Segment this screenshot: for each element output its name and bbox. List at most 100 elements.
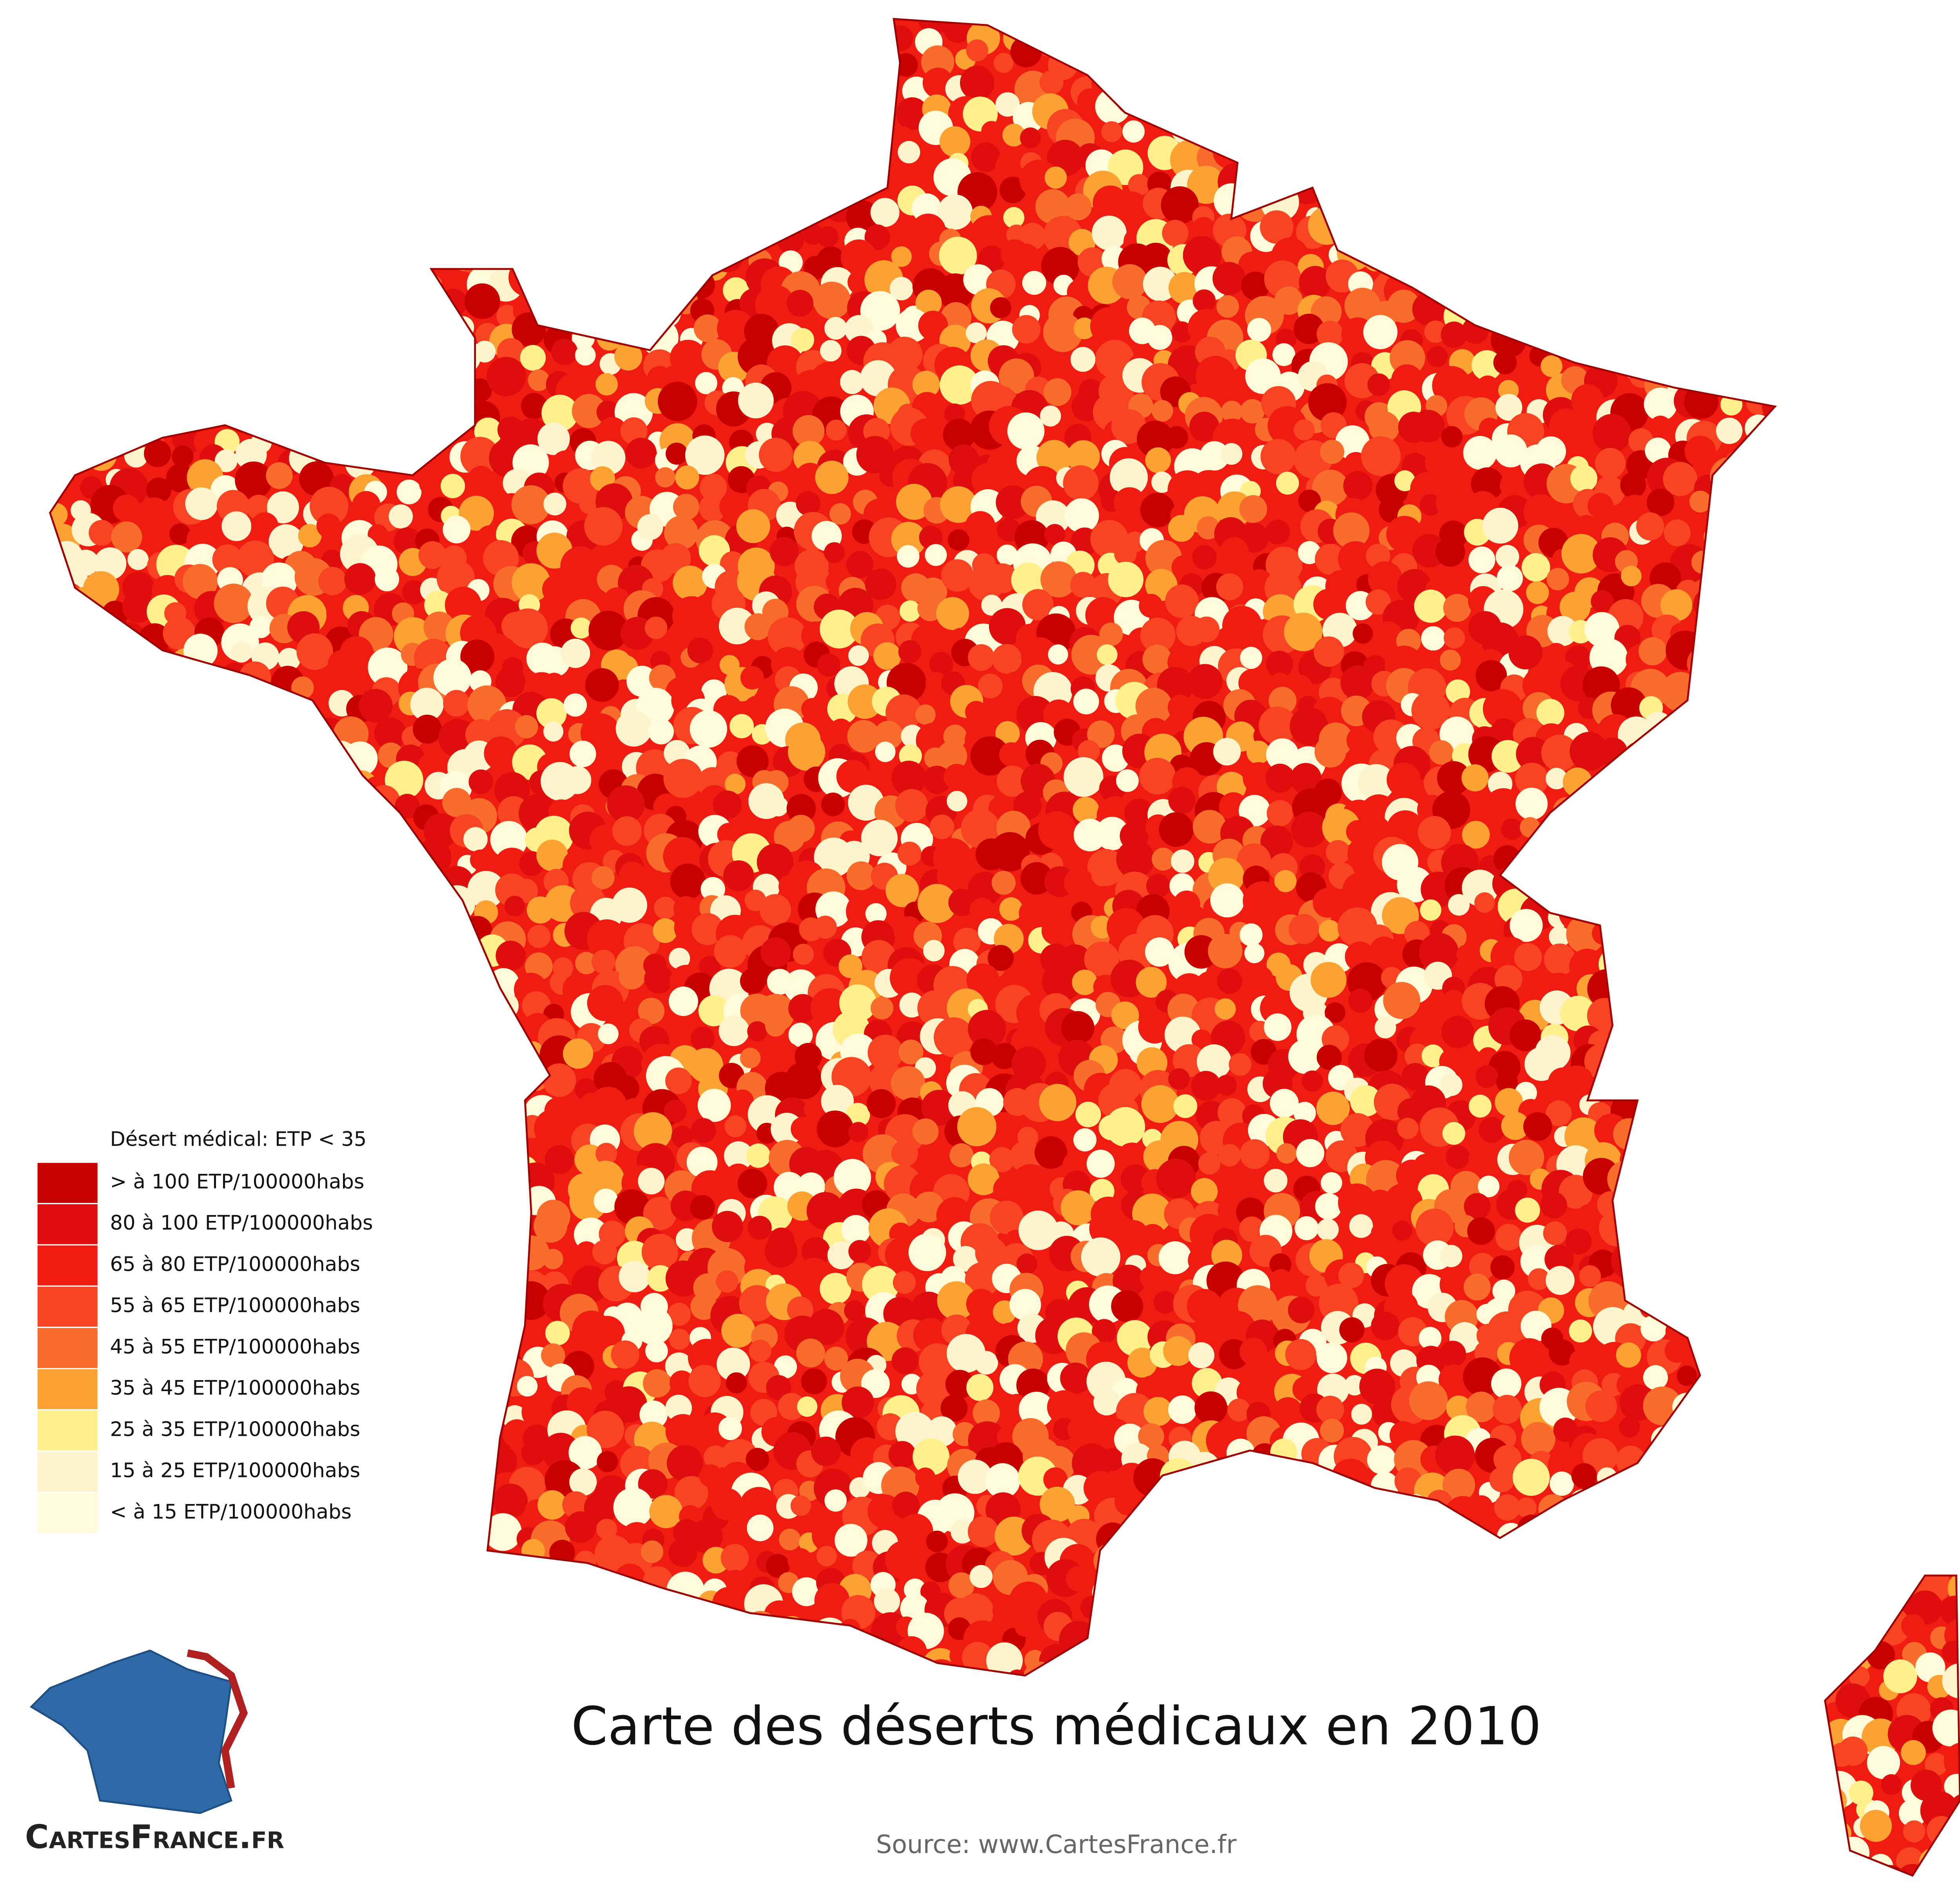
map-patch bbox=[1784, 839, 1819, 875]
map-patch bbox=[1947, 1214, 1960, 1245]
map-patch bbox=[1644, 284, 1679, 319]
map-patch bbox=[1724, 517, 1751, 544]
map-patch bbox=[392, 1392, 428, 1428]
map-patch bbox=[394, 1241, 421, 1268]
map-patch bbox=[88, 940, 122, 975]
map-patch bbox=[572, 178, 594, 201]
map-patch bbox=[16, 564, 44, 592]
map-patch bbox=[319, 216, 349, 246]
map-patch bbox=[1598, 123, 1635, 160]
map-patch bbox=[289, 821, 316, 848]
map-patch bbox=[484, 1261, 519, 1296]
map-patch bbox=[593, 142, 632, 180]
map-patch bbox=[1521, 179, 1547, 205]
map-patch bbox=[361, 875, 396, 910]
map-patch bbox=[575, 345, 596, 366]
map-patch bbox=[1109, 458, 1148, 497]
map-patch bbox=[315, 897, 353, 935]
map-patch bbox=[1830, 1199, 1854, 1223]
map-patch bbox=[0, 1137, 27, 1174]
map-patch bbox=[1016, 0, 1038, 14]
map-patch bbox=[273, 360, 309, 396]
map-patch bbox=[1276, 472, 1299, 495]
map-patch bbox=[1901, 476, 1928, 503]
map-patch bbox=[1207, 19, 1247, 51]
map-patch bbox=[1917, 794, 1951, 828]
map-patch bbox=[1563, 767, 1593, 797]
map-patch bbox=[1946, 342, 1960, 376]
map-patch bbox=[535, 1571, 573, 1609]
map-patch bbox=[1816, 1218, 1841, 1243]
map-patch bbox=[146, 477, 172, 503]
map-patch bbox=[568, 221, 607, 260]
map-patch bbox=[565, 1511, 597, 1543]
map-patch bbox=[1766, 862, 1792, 889]
map-patch bbox=[220, 828, 249, 857]
map-patch bbox=[971, 142, 1001, 172]
map-patch bbox=[814, 19, 853, 31]
map-patch bbox=[1691, 225, 1717, 251]
map-patch bbox=[665, 1067, 692, 1094]
map-patch bbox=[1208, 934, 1243, 968]
map-patch bbox=[89, 520, 115, 546]
map-patch bbox=[368, 647, 408, 687]
map-patch bbox=[396, 480, 422, 505]
map-patch bbox=[96, 879, 120, 903]
map-patch bbox=[321, 1022, 357, 1059]
map-patch bbox=[155, 120, 195, 160]
map-patch bbox=[1520, 19, 1559, 33]
map-patch bbox=[1795, 595, 1820, 619]
map-patch bbox=[1697, 958, 1735, 997]
map-patch bbox=[1039, 1084, 1076, 1121]
map-patch bbox=[50, 320, 69, 348]
map-patch bbox=[801, 698, 824, 720]
map-patch bbox=[870, 136, 901, 168]
map-patch bbox=[7, 132, 45, 169]
map-patch bbox=[774, 190, 808, 223]
map-patch bbox=[1947, 147, 1960, 186]
map-patch bbox=[870, 996, 893, 1020]
map-patch bbox=[1240, 1337, 1267, 1366]
map-patch bbox=[593, 1188, 618, 1213]
map-patch bbox=[1501, 818, 1523, 840]
map-patch bbox=[1799, 751, 1826, 778]
map-patch bbox=[126, 197, 155, 226]
map-patch bbox=[495, 1053, 521, 1079]
map-patch bbox=[810, 19, 844, 53]
map-patch bbox=[135, 340, 174, 380]
map-patch bbox=[374, 1571, 399, 1596]
map-patch bbox=[0, 540, 25, 569]
map-patch bbox=[339, 636, 374, 670]
map-patch bbox=[116, 381, 156, 421]
map-patch bbox=[1697, 817, 1721, 841]
map-patch bbox=[316, 260, 355, 299]
map-patch bbox=[115, 286, 153, 324]
map-patch bbox=[1811, 1118, 1851, 1158]
map-patch bbox=[1847, 750, 1882, 784]
map-patch bbox=[1265, 763, 1295, 793]
map-patch bbox=[224, 300, 246, 322]
map-patch bbox=[641, 1540, 664, 1563]
map-patch bbox=[1546, 768, 1568, 790]
map-patch bbox=[1768, 839, 1802, 874]
map-patch bbox=[199, 1044, 222, 1067]
map-patch bbox=[410, 1071, 447, 1108]
map-patch bbox=[114, 268, 154, 308]
map-patch bbox=[1813, 584, 1848, 619]
map-patch bbox=[1686, 138, 1725, 178]
map-patch bbox=[347, 315, 370, 338]
map-patch bbox=[1396, 59, 1428, 92]
map-patch bbox=[1601, 241, 1626, 267]
map-patch bbox=[1697, 696, 1724, 721]
map-patch bbox=[0, 469, 36, 509]
map-patch bbox=[1841, 179, 1865, 203]
map-patch bbox=[1776, 1319, 1800, 1344]
map-patch bbox=[1294, 40, 1327, 74]
map-patch bbox=[517, 1376, 538, 1397]
map-patch bbox=[1415, 1551, 1439, 1575]
map-patch bbox=[405, 940, 428, 964]
map-patch bbox=[1943, 614, 1960, 644]
map-patch bbox=[0, 1284, 30, 1319]
map-patch bbox=[1944, 1011, 1960, 1041]
map-patch bbox=[1886, 492, 1923, 530]
